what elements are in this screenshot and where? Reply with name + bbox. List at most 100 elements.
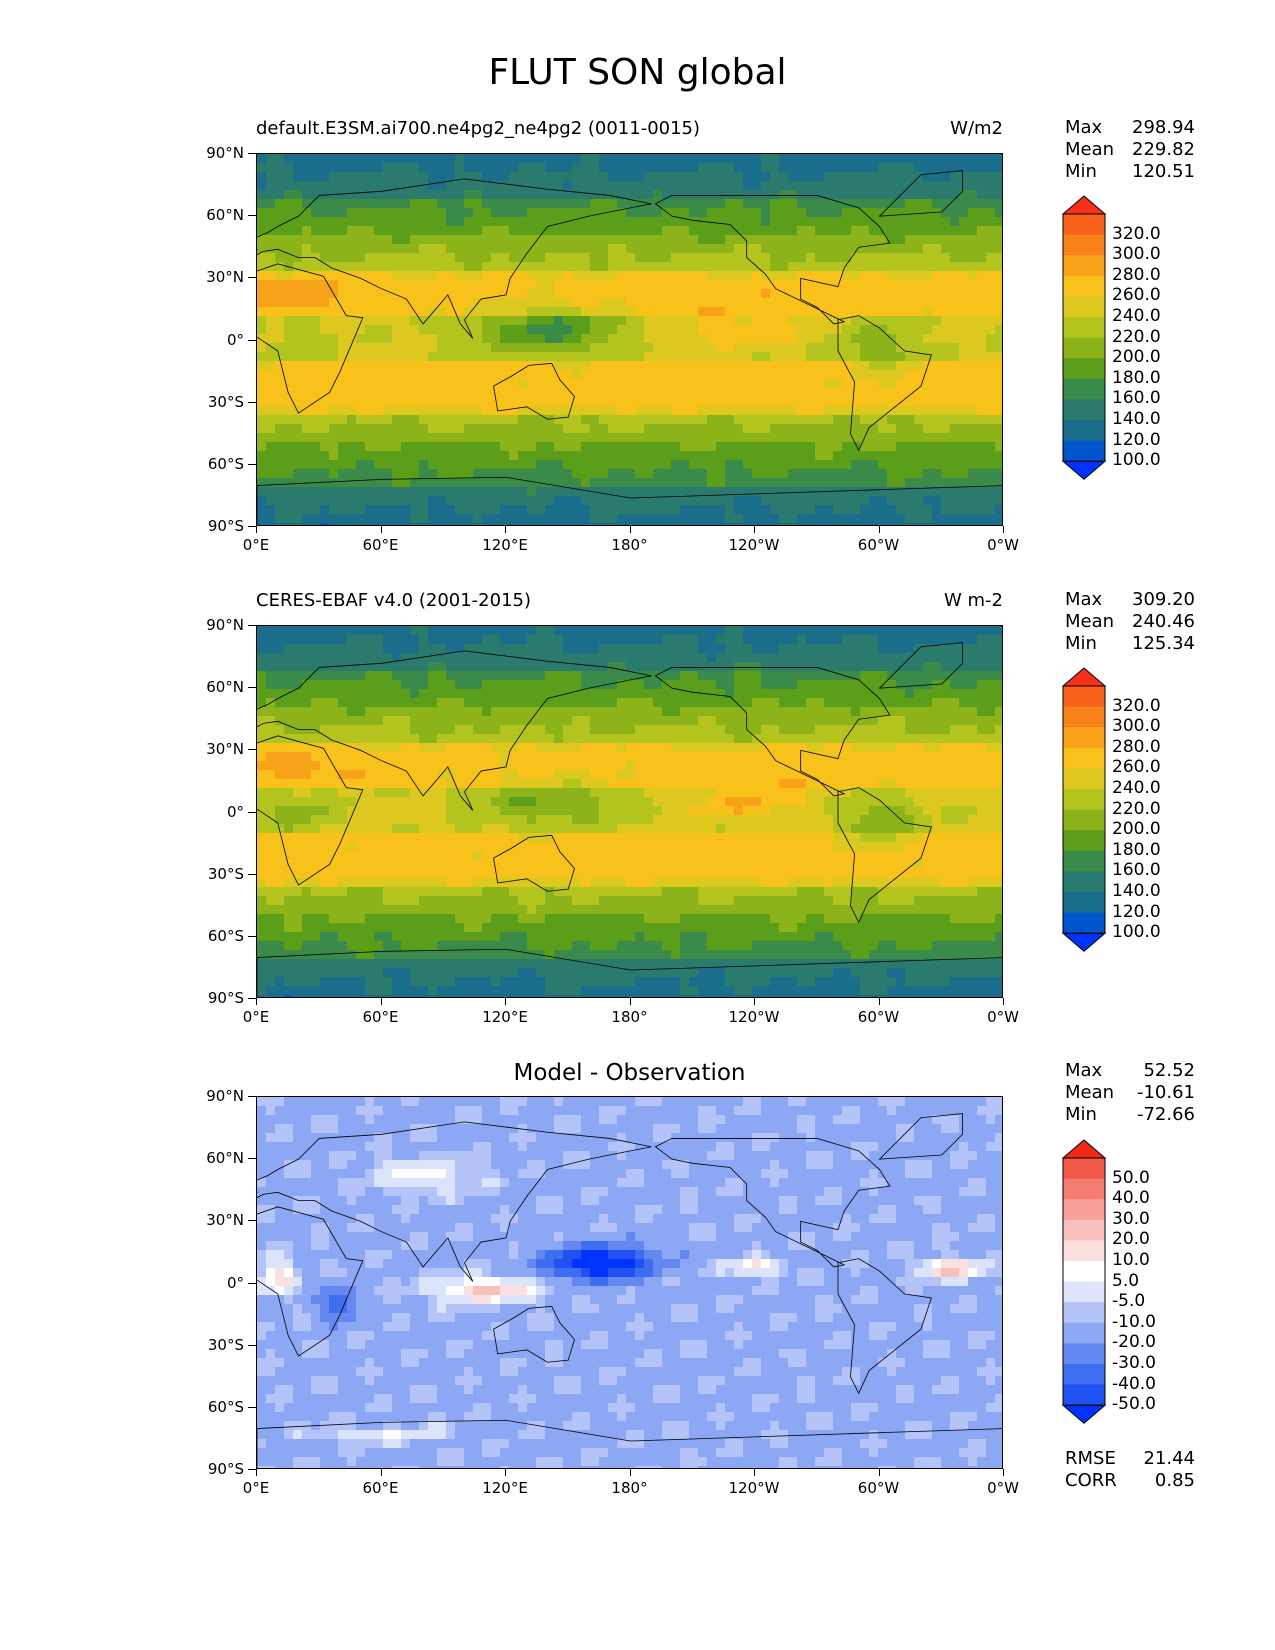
map-cell: [392, 388, 402, 398]
map-cell: [401, 424, 411, 434]
map-cell: [518, 451, 528, 461]
map-cell: [617, 496, 627, 506]
map-cell: [311, 487, 321, 497]
map-cell: [275, 689, 285, 699]
map-cell: [752, 244, 762, 254]
map-cell: [734, 469, 744, 479]
map-cell: [347, 743, 357, 753]
map-cell: [392, 761, 402, 771]
map-cell: [347, 262, 357, 272]
map-cell: [698, 154, 708, 164]
map-cell: [392, 172, 402, 182]
map-cell: [365, 181, 375, 191]
map-cell: [905, 514, 915, 524]
map-cell: [968, 752, 978, 762]
map-cell: [455, 433, 465, 443]
map-cell: [671, 487, 681, 497]
map-cell: [950, 235, 960, 245]
map-cell: [977, 316, 987, 326]
map-cell: [491, 752, 501, 762]
map-cell: [536, 680, 546, 690]
map-cell: [374, 671, 384, 681]
map-cell: [923, 451, 933, 461]
map-cell: [950, 415, 960, 425]
map-cell: [419, 752, 429, 762]
map-cell: [995, 424, 1002, 434]
map-cell: [419, 397, 429, 407]
map-cell: [491, 208, 501, 218]
map-cell: [374, 289, 384, 299]
map-cell: [770, 307, 780, 317]
map-cell: [671, 743, 681, 753]
map-cell: [617, 415, 627, 425]
map-cell: [473, 424, 483, 434]
map-cell: [464, 154, 474, 164]
map-cell: [815, 752, 825, 762]
map-cell: [680, 716, 690, 726]
map-cell: [257, 635, 267, 645]
map-cell: [797, 460, 807, 470]
map-cell: [590, 752, 600, 762]
map-cell: [959, 716, 969, 726]
map-cell: [950, 190, 960, 200]
map-cell: [374, 433, 384, 443]
map-cell: [896, 752, 906, 762]
map-cell: [626, 244, 636, 254]
map-cell: [581, 671, 591, 681]
map-cell: [698, 172, 708, 182]
map-cell: [284, 698, 294, 708]
map-cell: [590, 689, 600, 699]
map-cell: [734, 635, 744, 645]
map-cell: [932, 262, 942, 272]
map-cell: [464, 370, 474, 380]
map-cell: [680, 172, 690, 182]
map-cell: [887, 644, 897, 654]
map-cell: [941, 190, 951, 200]
map-cell: [383, 689, 393, 699]
map-cell: [329, 199, 339, 209]
map-cell: [329, 770, 339, 780]
map-cell: [950, 163, 960, 173]
map-cell: [365, 289, 375, 299]
map-cell: [536, 460, 546, 470]
map-cell: [374, 725, 384, 735]
map-cell: [734, 262, 744, 272]
map-cell: [491, 496, 501, 506]
map-cell: [860, 163, 870, 173]
map-cell: [644, 496, 654, 506]
map-cell: [572, 707, 582, 717]
map-cell: [428, 716, 438, 726]
map-cell: [959, 451, 969, 461]
map-cell: [266, 343, 276, 353]
map-cell: [437, 244, 447, 254]
map-cell: [419, 244, 429, 254]
map-cell: [950, 253, 960, 263]
map-cell: [599, 644, 609, 654]
map-cell: [734, 397, 744, 407]
map-cell: [707, 451, 717, 461]
map-cell: [986, 442, 996, 452]
map-cell: [689, 271, 699, 281]
map-cell: [284, 217, 294, 227]
map-cell: [680, 163, 690, 173]
map-cell: [806, 514, 816, 524]
map-cell: [527, 415, 537, 425]
map-cell: [392, 343, 402, 353]
map-cell: [914, 662, 924, 672]
map-cell: [968, 379, 978, 389]
map-cell: [707, 298, 717, 308]
map-cell: [716, 262, 726, 272]
map-cell: [617, 770, 627, 780]
map-cell: [806, 505, 816, 515]
map-cell: [536, 523, 546, 525]
map-cell: [842, 361, 852, 371]
map-cell: [509, 653, 519, 663]
map-cell: [851, 271, 861, 281]
map-cell: [293, 424, 303, 434]
map-cell: [635, 226, 645, 236]
map-cell: [770, 424, 780, 434]
map-cell: [860, 352, 870, 362]
map-cell: [329, 325, 339, 335]
map-cell: [977, 181, 987, 191]
map-cell: [320, 334, 330, 344]
